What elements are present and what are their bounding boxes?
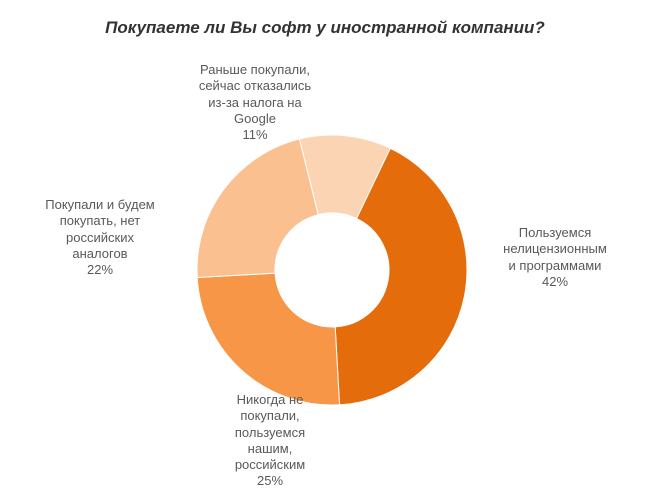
donut-chart: [197, 135, 467, 405]
label-will_keep_buying: Покупали и будем покупать, нет российски…: [20, 197, 180, 278]
slice-will_keep_buying: [197, 139, 318, 278]
chart-title: Покупаете ли Вы софт у иностранной компа…: [0, 18, 650, 38]
label-stopped_google_tax: Раньше покупали, сейчас отказались из-за…: [180, 62, 330, 143]
label-unlicensed: Пользуемся нелицензионным и программами …: [480, 225, 630, 290]
slice-never_use_russian: [197, 273, 339, 405]
chart-container: Покупаете ли Вы софт у иностранной компа…: [0, 0, 650, 503]
label-never_use_russian: Никогда не покупали, пользуемся нашим, р…: [200, 392, 340, 490]
